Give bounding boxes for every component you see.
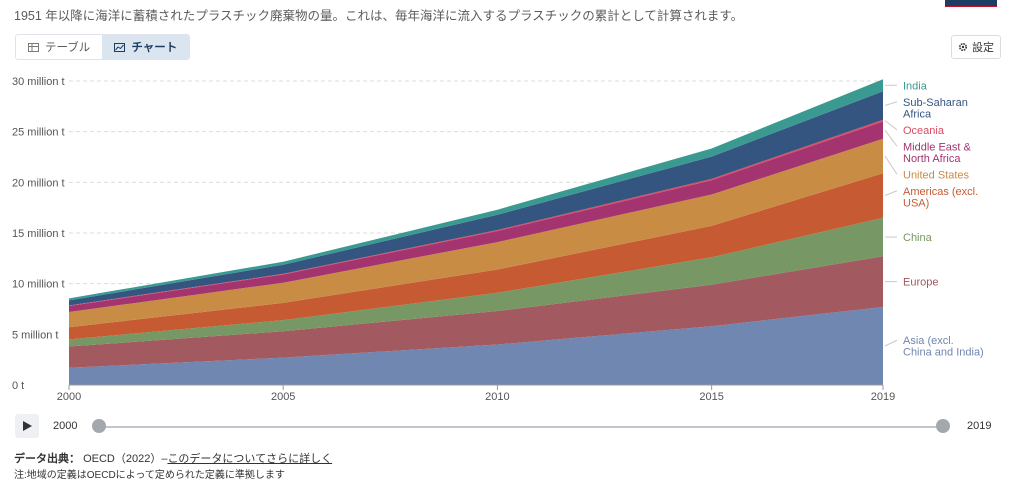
y-tick-label: 25 million t	[12, 127, 65, 139]
y-tick-label: 10 million t	[12, 279, 65, 291]
view-tabs: テーブル チャート	[15, 34, 191, 60]
y-tick-label: 30 million t	[12, 76, 65, 88]
chart-icon	[114, 42, 126, 52]
legend-connector	[884, 155, 898, 175]
area-series-3[interactable]	[69, 173, 883, 340]
legend-label[interactable]: Americas (excl. USA)	[903, 186, 978, 210]
y-tick-label: 20 million t	[12, 177, 65, 189]
timeline-start-label: 2000	[53, 420, 78, 432]
flag-icon	[945, 0, 997, 7]
tab-table-label: テーブル	[45, 42, 91, 54]
legend-label[interactable]: United States	[903, 169, 970, 181]
legend-connector	[884, 339, 898, 347]
source-prefix: データ出典：	[14, 453, 80, 465]
x-tick-label: 2005	[271, 391, 295, 403]
stacked-area-chart: 0 t 5 million t 10 million t 15 million t 20…	[12, 76, 984, 403]
settings-label: 設定	[972, 42, 994, 54]
source-link[interactable]: このデータについてさらに詳しく	[167, 453, 333, 465]
play-icon	[22, 421, 32, 431]
x-tick-label: 2019	[871, 391, 895, 403]
chart-areas	[69, 79, 883, 385]
legend-connector	[884, 190, 898, 196]
y-tick-label: 0 t	[12, 380, 24, 392]
y-tick-label: 5 million t	[12, 329, 58, 341]
x-tick-label: 2015	[699, 391, 723, 403]
chart-legend: India Sub-Saharan Africa Oceania Middle East…	[884, 80, 984, 359]
play-button[interactable]	[15, 414, 39, 438]
chart-subtitle: 1951 年以降に海洋に蓄積されたプラスチック廃棄物の量。これは、毎年海洋に流入…	[14, 9, 744, 23]
timeline-end-handle[interactable]	[936, 419, 950, 433]
footnote: 注:地域の定義はOECDによって定められた定義に準拠します	[14, 470, 285, 481]
legend-label[interactable]: Europe	[903, 277, 938, 289]
legend-label[interactable]: Asia (excl. China and India)	[903, 335, 984, 359]
x-tick-label: 2000	[57, 391, 81, 403]
legend-label[interactable]: China	[903, 232, 933, 244]
timeline-end-label: 2019	[967, 420, 992, 432]
legend-label[interactable]: Sub-Saharan Africa	[903, 97, 968, 121]
tab-table[interactable]: テーブル	[16, 35, 102, 59]
source-text: OECD（2022）–	[83, 453, 168, 465]
table-icon	[28, 42, 39, 52]
timeline-start-handle[interactable]	[92, 419, 106, 433]
gear-icon	[958, 42, 968, 52]
legend-connector	[884, 120, 898, 131]
x-tick-label: 2010	[485, 391, 509, 403]
timeline-track[interactable]	[99, 426, 943, 428]
tab-chart[interactable]: チャート	[102, 35, 190, 59]
area-series-0[interactable]	[69, 307, 883, 385]
area-series-1[interactable]	[69, 256, 883, 368]
legend-label[interactable]: Middle East & North Africa	[903, 141, 972, 165]
settings-button[interactable]: 設定	[951, 35, 1001, 59]
area-series-2[interactable]	[69, 217, 883, 347]
legend-connector	[884, 101, 898, 106]
legend-label[interactable]: Oceania	[903, 125, 945, 137]
chart-axes: 0 t 5 million t 10 million t 15 million t 20…	[12, 76, 895, 403]
area-series-4[interactable]	[69, 138, 883, 328]
tab-chart-label: チャート	[131, 42, 178, 54]
legend-label[interactable]: India	[903, 80, 928, 92]
y-tick-label: 15 million t	[12, 228, 65, 240]
legend-connector	[884, 129, 898, 147]
data-source: データ出典： OECD（2022）–このデータについてさらに詳しく	[14, 450, 332, 466]
